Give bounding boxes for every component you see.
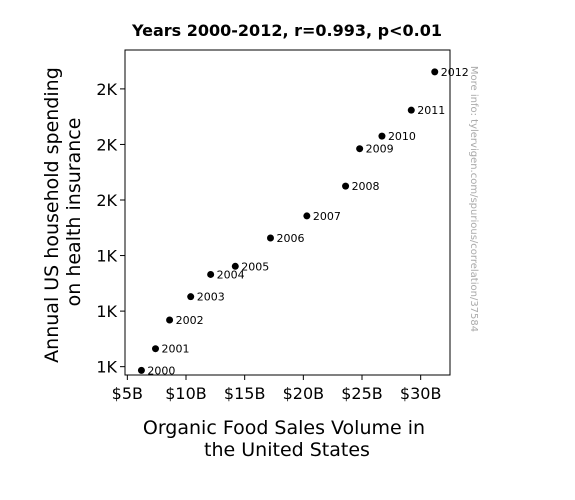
x-axis: $5B $10B $15B $20B $25B $30B [112, 375, 442, 403]
y-axis-label-line-1: Annual US household spending [41, 67, 63, 363]
data-point-label: 2011 [417, 104, 445, 117]
data-point-label: 2012 [441, 66, 469, 79]
data-point [152, 345, 160, 353]
data-point [137, 366, 145, 374]
data-point [378, 132, 386, 140]
x-tick-label: $10B [165, 384, 207, 403]
data-point [166, 316, 174, 324]
y-axis-label-line-2: on health insurance [63, 118, 85, 307]
data-point-label: 2010 [388, 130, 416, 143]
x-axis-label-line-1: Organic Food Sales Volume in [143, 417, 425, 439]
y-tick-label: 1K [96, 302, 117, 321]
chart-title: Years 2000-2012, r=0.993, p<0.01 [131, 21, 442, 40]
source-watermark: More info: tylervigen.com/spurious/corre… [468, 66, 479, 332]
data-point [207, 270, 215, 278]
y-tick-label: 2K [96, 191, 117, 210]
x-tick-label: $15B [224, 384, 266, 403]
x-tick-label: $30B [400, 384, 442, 403]
data-point-label: 2008 [352, 180, 380, 193]
y-tick-label: 2K [96, 135, 117, 154]
data-point-label: 2005 [241, 260, 269, 273]
data-point-label: 2004 [217, 268, 245, 281]
data-point [342, 182, 350, 190]
data-point-label: 2001 [162, 343, 190, 356]
data-point-label: 2002 [176, 314, 204, 327]
data-point-label: 2000 [147, 364, 175, 377]
data-point [231, 262, 239, 270]
y-tick-label: 1K [96, 358, 117, 377]
data-point [187, 293, 195, 301]
y-axis: 1K 1K 1K 2K 2K 2K [96, 80, 125, 377]
data-point [407, 106, 415, 114]
x-tick-label: $20B [283, 384, 325, 403]
y-tick-label: 2K [96, 80, 117, 99]
x-tick-label: $5B [112, 384, 143, 403]
y-tick-label: 1K [96, 247, 117, 266]
data-point [266, 234, 274, 242]
x-axis-label-line-2: the United States [204, 439, 370, 461]
x-tick-label: $25B [341, 384, 383, 403]
x-axis-label: Organic Food Sales Volume in the United … [143, 417, 431, 461]
data-point [303, 212, 311, 220]
data-point-label: 2007 [313, 210, 341, 223]
y-axis-label: Annual US household spending on health i… [41, 61, 85, 363]
data-point [356, 145, 364, 153]
data-point-label: 2003 [197, 291, 225, 304]
data-point-label: 2006 [276, 232, 304, 245]
data-point [431, 68, 439, 76]
data-point-label: 2009 [366, 143, 394, 156]
plot-frame [124, 49, 451, 376]
